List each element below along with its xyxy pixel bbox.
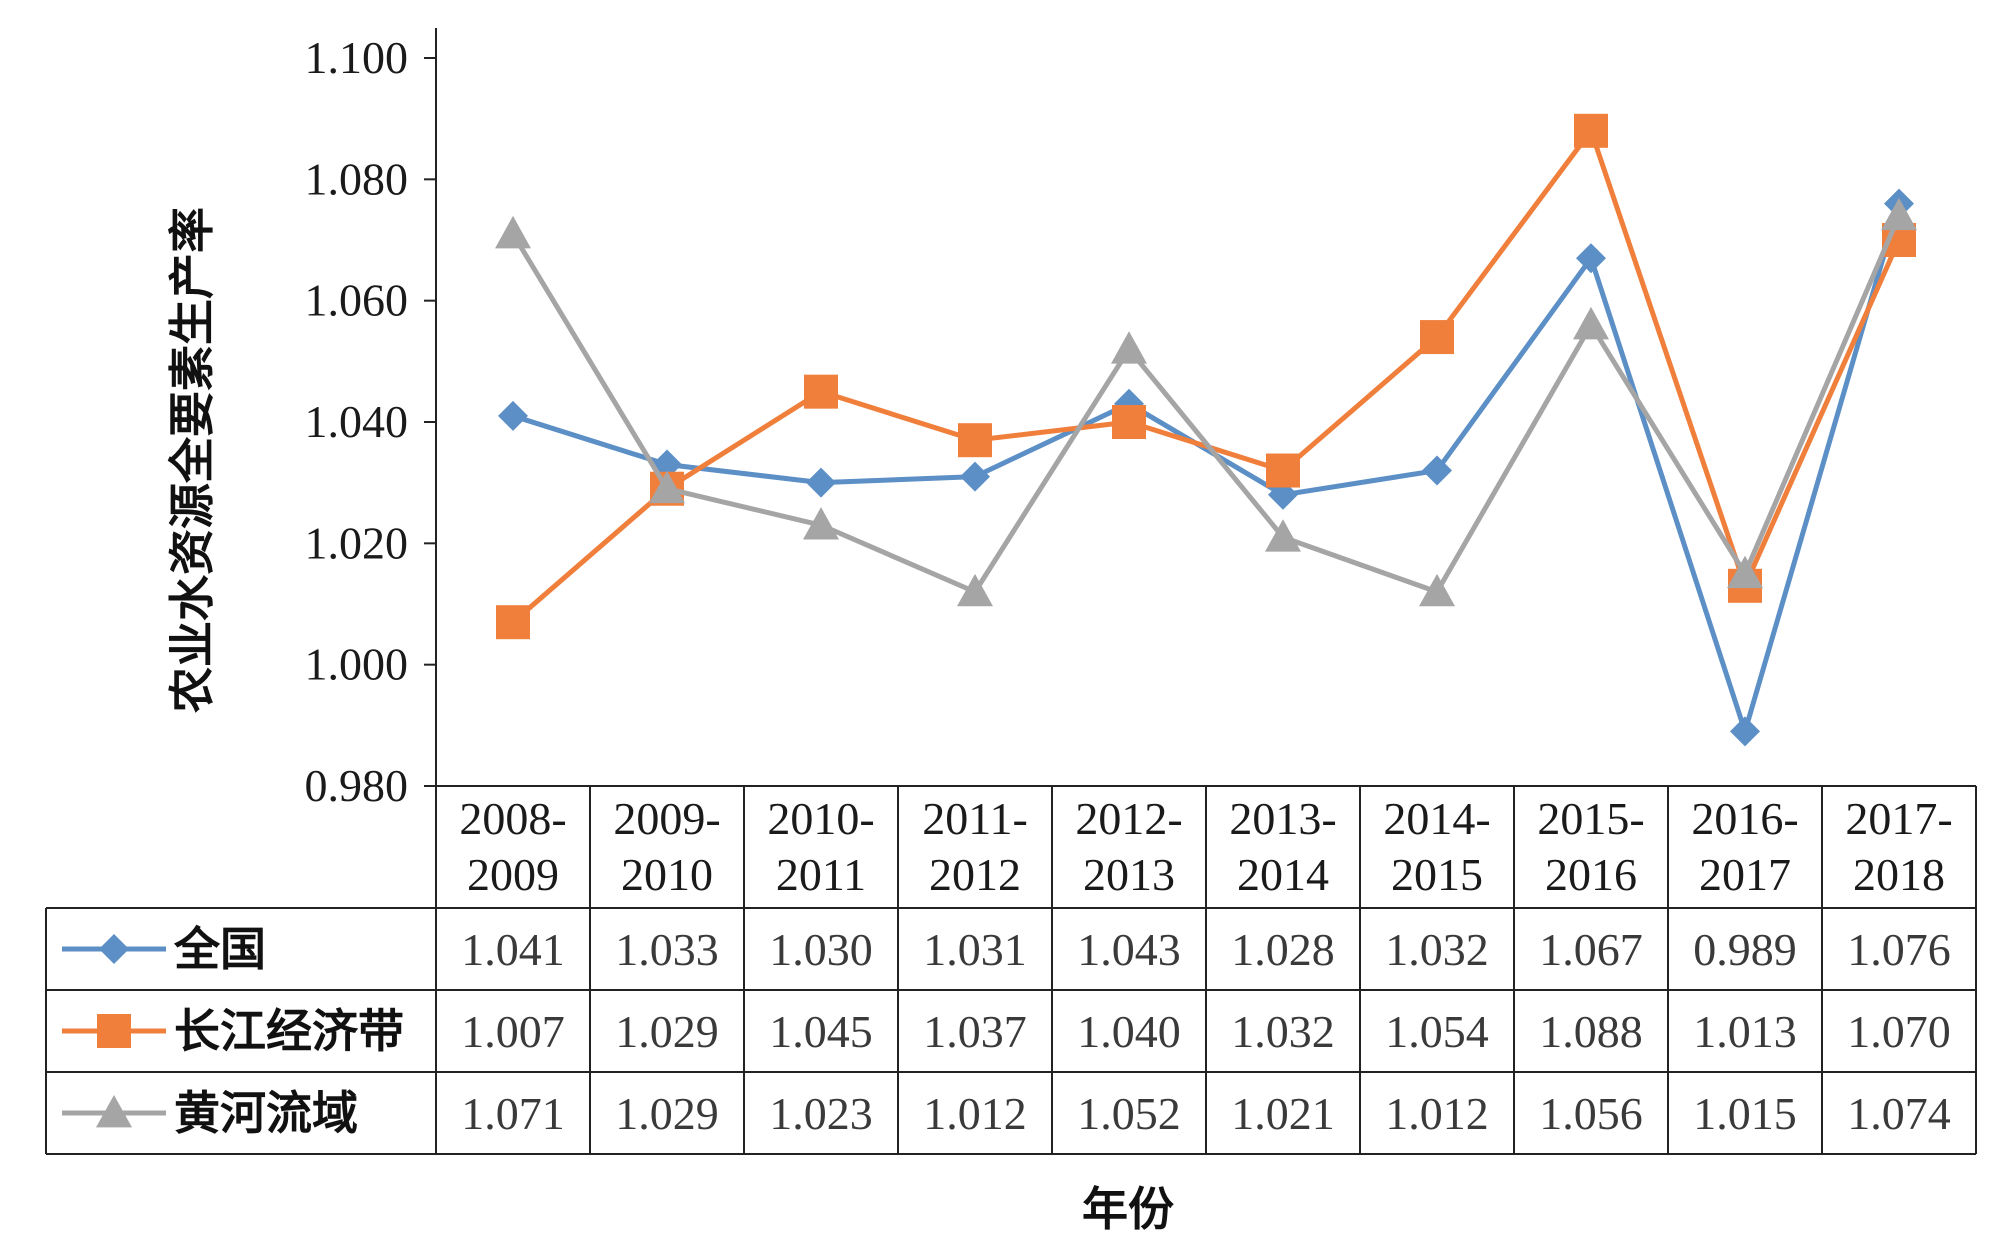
series-line: [512, 202, 1902, 734]
data-table-value: 1.054: [1385, 1006, 1489, 1057]
data-table-value: 1.056: [1539, 1088, 1643, 1139]
x-category-label: 2013-: [1229, 793, 1336, 844]
square-marker: [804, 374, 838, 409]
series-line: [511, 128, 1902, 625]
triangle-marker: [96, 1095, 132, 1128]
diamond-marker: [960, 461, 990, 492]
data-table-value: 1.032: [1231, 1006, 1335, 1057]
triangle-marker: [1265, 519, 1301, 552]
diamond-marker: [1576, 243, 1606, 274]
y-tick-label: 1.060: [305, 275, 409, 326]
triangle-marker: [1881, 197, 1917, 231]
x-category-label: 2016-: [1691, 793, 1798, 844]
x-category-label: 2017-: [1845, 793, 1952, 844]
diamond-marker: [498, 400, 528, 431]
x-category-label: 2014: [1237, 849, 1329, 900]
data-table-value: 1.012: [923, 1088, 1027, 1139]
data-table-value: 1.052: [1077, 1088, 1181, 1139]
data-table-value: 1.032: [1385, 924, 1489, 975]
square-marker: [1112, 405, 1146, 439]
data-table-value: 1.043: [1077, 924, 1181, 975]
y-tick-label: 1.080: [305, 153, 409, 204]
x-category-label: 2013: [1083, 849, 1175, 900]
y-tick-label: 0.980: [305, 760, 409, 811]
data-table-value: 1.070: [1847, 1006, 1951, 1057]
triangle-marker: [1111, 331, 1147, 364]
x-category-label: 2015: [1391, 849, 1483, 900]
x-category-label: 2009-: [613, 793, 720, 844]
data-table-value: 1.031: [923, 924, 1027, 975]
data-table-value: 1.028: [1231, 924, 1335, 975]
data-table-value: 1.030: [769, 924, 873, 975]
x-category-label: 2011: [776, 849, 866, 900]
x-category-label: 2010: [621, 849, 713, 900]
diamond-marker: [99, 934, 129, 964]
data-table-value: 1.021: [1231, 1088, 1335, 1139]
y-axis: 1.100 1.080 1.060 1.040 1.020 1.000 0.980: [305, 28, 437, 811]
triangle-marker: [1727, 555, 1763, 589]
data-table-value: 1.023: [769, 1088, 873, 1139]
diamond-marker: [1730, 716, 1760, 747]
x-axis-title: 年份: [1082, 1182, 1174, 1236]
data-table-value: 1.012: [1385, 1088, 1489, 1139]
legend-label: 全国: [173, 922, 266, 976]
legend-label: 长江经济带: [174, 1004, 404, 1058]
y-tick-label: 1.040: [305, 396, 409, 447]
square-marker: [1266, 453, 1300, 488]
x-category-label: 2010-: [767, 793, 874, 844]
data-table-value: 0.989: [1693, 924, 1797, 975]
data-table-value: 1.071: [461, 1088, 565, 1139]
y-tick-label: 1.000: [305, 639, 409, 690]
legend-label: 黄河流域: [174, 1086, 358, 1140]
square-marker: [1574, 113, 1608, 148]
x-category-label: 2011-: [922, 793, 1028, 844]
data-table-value: 1.029: [615, 1088, 719, 1139]
x-category-label: 2017: [1699, 849, 1791, 900]
data-table-value: 1.045: [769, 1006, 873, 1057]
x-category-label: 2009: [467, 849, 559, 900]
y-axis-title: 农业水资源全要素生产率: [165, 207, 219, 713]
triangle-marker: [957, 573, 993, 607]
data-table-value: 1.037: [923, 1006, 1027, 1057]
diamond-marker: [806, 467, 836, 498]
triangle-marker: [495, 215, 531, 249]
plot-area: [495, 113, 1917, 747]
data-table-value: 1.033: [615, 924, 719, 975]
y-tick-label: 1.100: [305, 32, 409, 83]
data-table-value: 1.076: [1847, 924, 1951, 975]
data-table-value: 1.029: [615, 1006, 719, 1057]
square-marker: [1420, 320, 1454, 355]
triangle-marker: [803, 507, 839, 540]
square-marker: [496, 605, 530, 640]
square-marker: [97, 1014, 131, 1048]
triangle-marker: [649, 470, 685, 504]
diamond-marker: [1422, 455, 1452, 486]
x-category-label: 2016: [1545, 849, 1637, 900]
x-category-label: 2014-: [1383, 793, 1490, 844]
data-table-value: 1.015: [1693, 1088, 1797, 1139]
data-table-value: 1.007: [461, 1006, 565, 1057]
x-category-label: 2012-: [1075, 793, 1182, 844]
x-category-label: 2018: [1853, 849, 1945, 900]
data-table-value: 1.088: [1539, 1006, 1643, 1057]
data-table-value: 1.040: [1077, 1006, 1181, 1057]
square-marker: [958, 423, 992, 458]
data-table-value: 1.074: [1847, 1088, 1951, 1139]
x-category-label: 2015-: [1537, 793, 1644, 844]
data-table-value: 1.013: [1693, 1006, 1797, 1057]
x-category-label: 2012: [929, 849, 1021, 900]
data-table: 2008-2009 2009-2010 2010-2011 2011-2012 2012…: [45, 785, 1977, 1155]
data-table-value: 1.041: [461, 924, 565, 975]
triangle-marker: [1419, 573, 1455, 607]
data-table-value: 1.067: [1539, 924, 1643, 975]
series-line: [510, 214, 1902, 595]
y-tick-label: 1.020: [305, 517, 409, 568]
x-category-label: 2008-: [459, 793, 566, 844]
triangle-marker: [1573, 306, 1609, 340]
